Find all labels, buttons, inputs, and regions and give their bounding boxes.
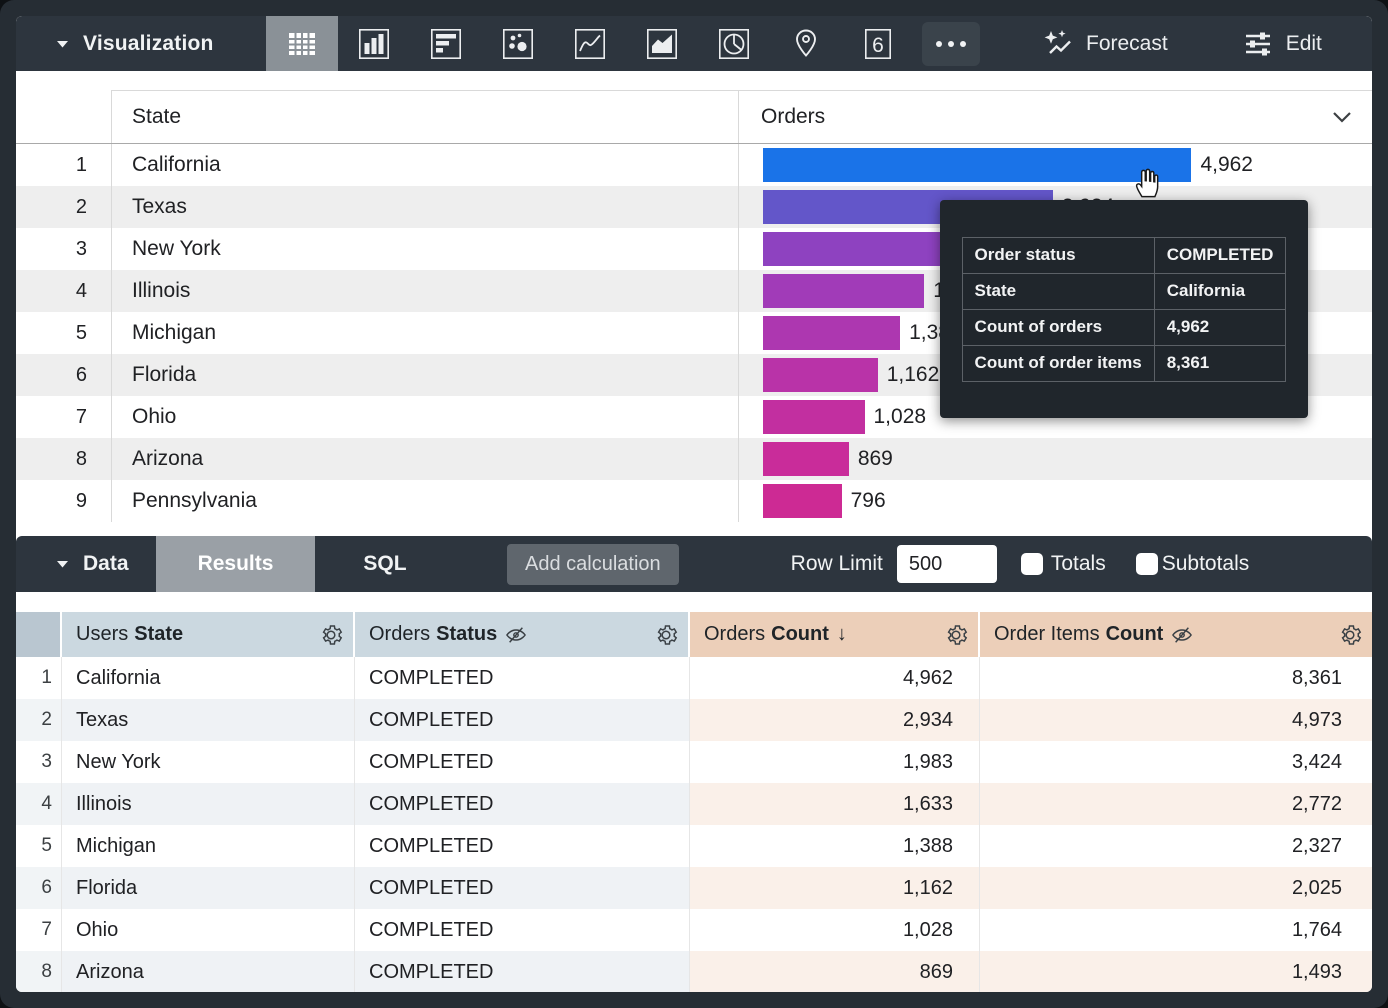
viz-type-scatter-button[interactable] bbox=[482, 16, 554, 71]
column-chart-icon bbox=[358, 28, 389, 59]
orders-bar[interactable] bbox=[763, 148, 1192, 182]
visualization-toolbar: Visualization bbox=[16, 16, 1372, 71]
single-value-icon: 6 bbox=[865, 28, 891, 59]
subtotals-label: Subtotals bbox=[1161, 552, 1250, 575]
viz-header-orders[interactable]: Orders bbox=[738, 90, 1372, 143]
tooltip-label: Order status bbox=[961, 236, 1155, 274]
gear-icon[interactable] bbox=[654, 623, 678, 647]
results-table-header: Users State Orders Status Orders Count ↓ bbox=[16, 612, 1372, 657]
edit-label: Edit bbox=[1285, 31, 1322, 55]
table-icon bbox=[289, 32, 315, 55]
chart-tooltip: Order status COMPLETED State California Co… bbox=[940, 200, 1308, 418]
viz-header-state[interactable]: State bbox=[111, 90, 738, 143]
results-header-orders-status[interactable]: Orders Status bbox=[355, 612, 690, 657]
row-limit-input[interactable] bbox=[896, 545, 997, 583]
sort-desc-icon: ↓ bbox=[836, 623, 847, 645]
row-limit-label: Row Limit bbox=[790, 552, 883, 575]
viz-type-bar-chart-button[interactable] bbox=[410, 16, 482, 71]
orders-bar[interactable] bbox=[763, 232, 959, 266]
results-header-order-items-count[interactable]: Order Items Count bbox=[980, 612, 1372, 657]
map-pin-icon bbox=[796, 29, 816, 57]
mouse-cursor-icon bbox=[1132, 166, 1162, 198]
pie-chart-icon bbox=[718, 28, 749, 59]
gear-icon[interactable] bbox=[319, 623, 343, 647]
tooltip-value: California bbox=[1153, 272, 1287, 310]
viz-row: 1 California 4,962 bbox=[16, 144, 1372, 186]
results-table-body: 1 California COMPLETED 4,962 8,361 2 Texas COM… bbox=[16, 657, 1372, 992]
tooltip-value: 4,962 bbox=[1153, 308, 1287, 346]
gear-icon[interactable] bbox=[944, 623, 968, 647]
forecast-sparkle-icon bbox=[1044, 29, 1071, 54]
chevron-down-icon bbox=[57, 561, 68, 568]
table-row: 1 California COMPLETED 4,962 8,361 bbox=[16, 657, 1372, 699]
viz-row: 9 Pennsylvania 796 bbox=[16, 480, 1372, 522]
line-chart-icon bbox=[574, 28, 605, 59]
data-label: Data bbox=[83, 552, 129, 575]
tab-results[interactable]: Results bbox=[156, 536, 315, 592]
chevron-down-icon bbox=[57, 40, 68, 47]
table-row: 8 Arizona COMPLETED 869 1,493 bbox=[16, 951, 1372, 992]
viz-type-map-button[interactable] bbox=[770, 16, 842, 71]
results-header-rownum bbox=[16, 612, 62, 657]
visualization-section-toggle[interactable]: Visualization bbox=[16, 32, 266, 56]
orders-bar[interactable] bbox=[763, 274, 925, 308]
data-toolbar: Data Results SQL Add calculation Row Lim… bbox=[16, 536, 1372, 592]
bar-chart-icon bbox=[430, 28, 461, 59]
more-horizontal-icon bbox=[936, 40, 942, 47]
table-row: 6 Florida COMPLETED 1,162 2,025 bbox=[16, 867, 1372, 909]
table-row: 4 Illinois COMPLETED 1,633 2,772 bbox=[16, 783, 1372, 825]
tooltip-value: COMPLETED bbox=[1153, 236, 1287, 274]
hidden-field-eye-slash-icon bbox=[505, 625, 527, 645]
viz-type-column-chart-button[interactable] bbox=[338, 16, 410, 71]
forecast-button[interactable]: Forecast bbox=[1042, 29, 1168, 59]
orders-bar[interactable] bbox=[763, 484, 842, 518]
more-viz-types-button[interactable] bbox=[922, 21, 980, 66]
tooltip-label: State bbox=[961, 272, 1155, 310]
edit-settings-icon bbox=[1245, 32, 1270, 55]
tooltip-label: Count of orders bbox=[961, 308, 1155, 346]
orders-bar[interactable] bbox=[763, 316, 901, 350]
totals-checkbox[interactable] bbox=[1020, 553, 1043, 575]
orders-bar[interactable] bbox=[763, 400, 865, 434]
viz-row: 8 Arizona 869 bbox=[16, 438, 1372, 480]
svg-text:6: 6 bbox=[872, 34, 884, 57]
viz-type-line-chart-button[interactable] bbox=[554, 16, 626, 71]
gear-icon[interactable] bbox=[1338, 623, 1362, 647]
visualization-label: Visualization bbox=[83, 31, 214, 55]
hidden-field-eye-slash-icon bbox=[1171, 625, 1193, 645]
viz-row: 7 Ohio 1,028 bbox=[16, 396, 1372, 438]
totals-label: Totals bbox=[1050, 552, 1106, 575]
window-content: Visualization bbox=[16, 16, 1372, 992]
tooltip-label: Count of order items bbox=[961, 344, 1155, 382]
orders-bar[interactable] bbox=[763, 442, 849, 476]
tooltip-value: 8,361 bbox=[1153, 344, 1287, 382]
table-row: 3 New York COMPLETED 1,983 3,424 bbox=[16, 741, 1372, 783]
edit-button[interactable]: Edit bbox=[1242, 29, 1322, 59]
table-row: 5 Michigan COMPLETED 1,388 2,327 bbox=[16, 825, 1372, 867]
table-row: 2 Texas COMPLETED 2,934 4,973 bbox=[16, 699, 1372, 741]
results-header-orders-count[interactable]: Orders Count ↓ bbox=[690, 612, 980, 657]
viz-table-header: State Orders bbox=[16, 90, 1372, 144]
data-section-toggle[interactable]: Data bbox=[16, 552, 156, 576]
forecast-label: Forecast bbox=[1086, 31, 1168, 55]
results-header-users-state[interactable]: Users State bbox=[62, 612, 355, 657]
area-chart-icon bbox=[646, 28, 677, 59]
add-calculation-button[interactable]: Add calculation bbox=[507, 543, 679, 585]
subtotals-checkbox[interactable] bbox=[1135, 553, 1158, 575]
viz-header-rownum bbox=[16, 90, 111, 143]
results-table: Users State Orders Status Orders Count ↓ bbox=[16, 612, 1372, 992]
chevron-down-icon[interactable] bbox=[1332, 111, 1352, 123]
viz-row: 5 Michigan 1,388 bbox=[16, 312, 1372, 354]
orders-bar[interactable] bbox=[763, 358, 878, 392]
table-row: 7 Ohio COMPLETED 1,028 1,764 bbox=[16, 909, 1372, 951]
scatter-plot-icon bbox=[502, 28, 533, 59]
viz-type-area-chart-button[interactable] bbox=[626, 16, 698, 71]
viz-type-table-button[interactable] bbox=[266, 16, 338, 71]
viz-type-single-value-button[interactable]: 6 bbox=[842, 16, 914, 71]
viz-type-pie-chart-button[interactable] bbox=[698, 16, 770, 71]
tab-sql[interactable]: SQL bbox=[363, 552, 407, 575]
